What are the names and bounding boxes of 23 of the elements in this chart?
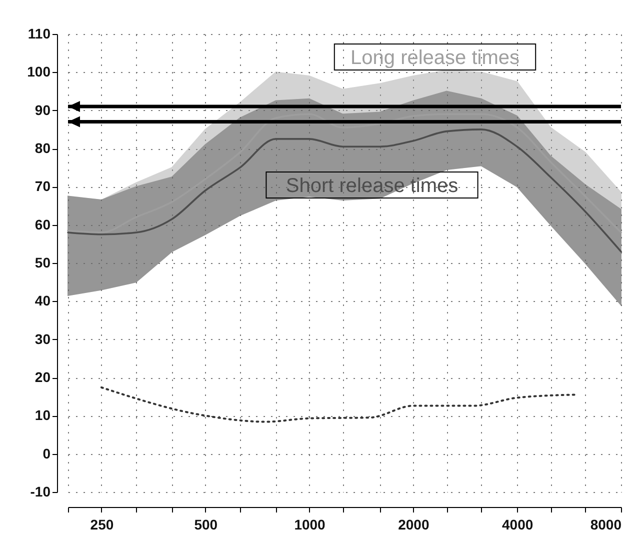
y-tick-label: 80 — [34, 140, 51, 156]
line-series — [67, 113, 622, 234]
y-tick-label: 110 — [28, 26, 51, 42]
text: Long release times — [350, 47, 520, 69]
y-tick-label: 10 — [34, 407, 51, 424]
x-tick-label: 1000 — [294, 516, 326, 532]
x-tick-label: 8000 — [590, 516, 622, 532]
y-tick-label: 60 — [34, 216, 51, 232]
y-tick-label: 50 — [34, 254, 51, 270]
x-tick-label: 500 — [194, 516, 218, 532]
y-tick-label: 100 — [27, 64, 51, 80]
y-tick-label: -10 — [30, 484, 51, 500]
line-series — [67, 128, 622, 252]
y-tick-label: 90 — [34, 102, 51, 118]
x-tick-label: 4000 — [502, 516, 534, 532]
x-tick-label: 250 — [90, 516, 114, 532]
y-tick-label: 0 — [42, 445, 51, 462]
series-label: Short release times — [286, 175, 458, 197]
y-tick-label: 40 — [34, 292, 51, 309]
y-tick-label: 30 — [34, 330, 51, 347]
x-tick-label: 2000 — [398, 516, 430, 532]
y-tick-label: 20 — [34, 369, 51, 385]
y-tick-label: 70 — [34, 178, 51, 194]
